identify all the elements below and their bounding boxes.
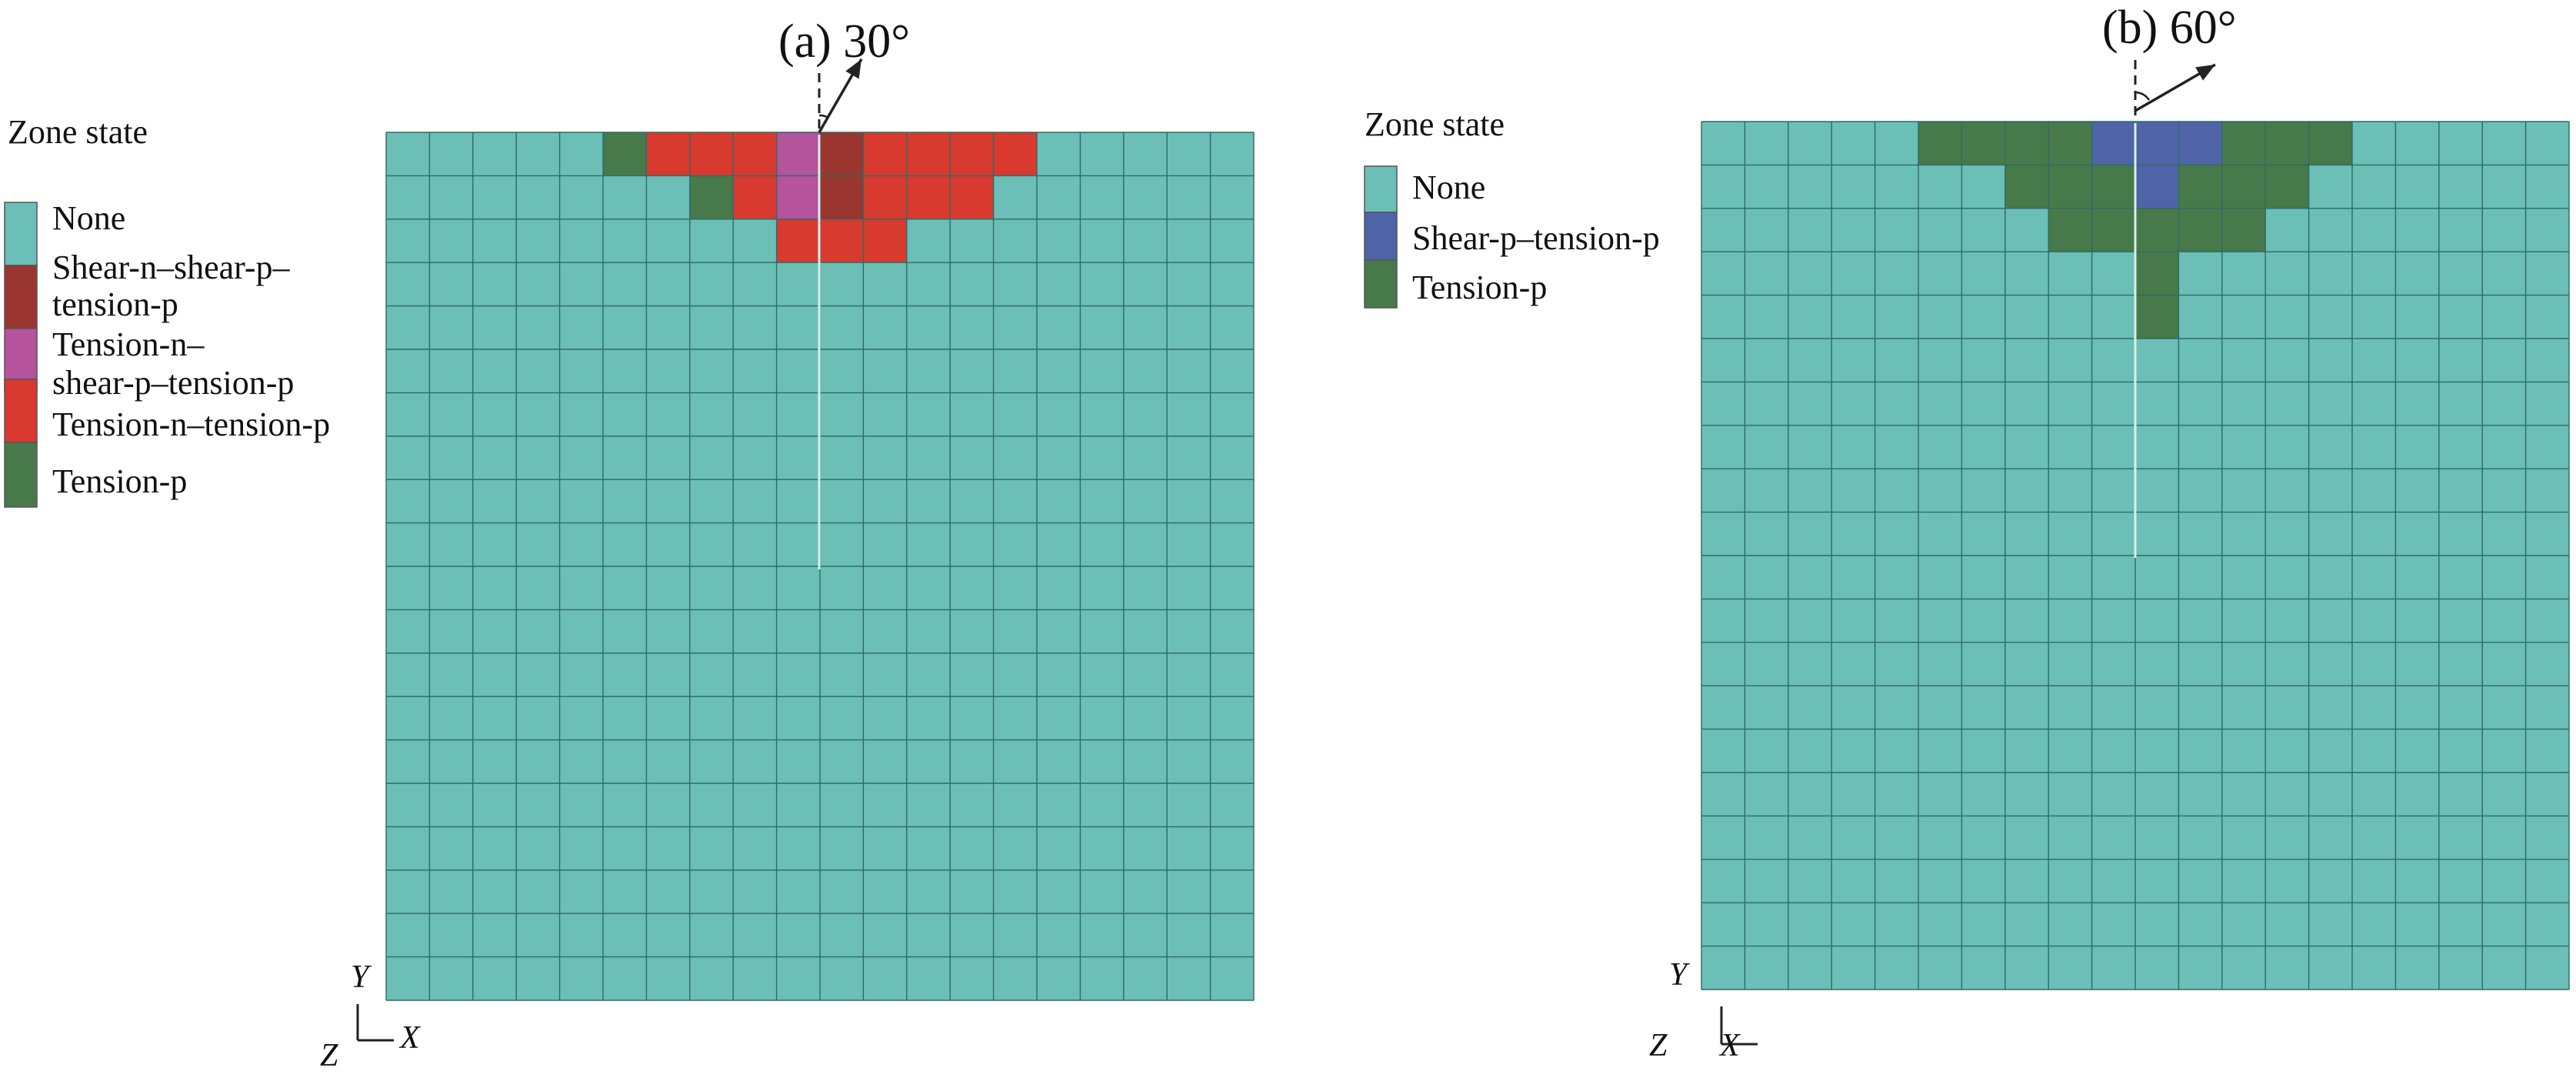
- zone-cell: [776, 132, 820, 176]
- zone-cell: [863, 175, 907, 219]
- panel-a-axis-z-label: Z: [320, 1038, 338, 1073]
- legend-label-shear-n-shear-p-tension-p-line2: tension-p: [52, 285, 178, 323]
- legend-swatch-shear-p-tension-p: [1364, 212, 1398, 261]
- zone-cell: [2178, 165, 2222, 209]
- zone-cell: [2178, 208, 2222, 252]
- legend-label-none: None: [1412, 169, 1485, 206]
- zone-cell: [733, 132, 777, 176]
- zone-cell: [2221, 208, 2266, 252]
- zone-cell: [646, 132, 690, 176]
- legend-swatch-tension-p: [4, 442, 38, 508]
- panel-b-axis-triad: Y Z X: [1649, 957, 1758, 1063]
- panel-b-legend-title: Zone state: [1365, 105, 1505, 143]
- legend-label-tension-p: Tension-p: [1412, 269, 1547, 306]
- zone-cell: [906, 132, 951, 176]
- legend-label-tension-p: Tension-p: [52, 462, 187, 500]
- panel-b: (b) 60° Zone state None Shear-p–tension-…: [1364, 2, 2570, 1063]
- zone-cell: [776, 175, 820, 219]
- zone-cell: [733, 175, 777, 219]
- zone-cell: [2048, 122, 2092, 165]
- zone-cell: [2048, 165, 2092, 209]
- zone-cell: [906, 175, 951, 219]
- zone-cell: [1961, 122, 2005, 165]
- zone-cell: [863, 132, 907, 176]
- zone-cell: [776, 219, 820, 263]
- legend-swatch-shear-n-shear-p-tension-p: [4, 265, 38, 329]
- legend-label-tension-n-shear-p-tension-p-line1: Tension-n–: [52, 325, 205, 363]
- zone-cell: [2091, 165, 2135, 209]
- zone-cell: [2265, 165, 2309, 209]
- panel-a-axis-x-label: X: [398, 1020, 422, 1056]
- panel-b-angle-arc: [2134, 91, 2151, 101]
- zone-cell: [993, 132, 1037, 176]
- legend-label-none: None: [52, 199, 125, 237]
- zone-cell: [950, 175, 994, 219]
- zone-cell: [2048, 208, 2092, 252]
- legend-swatch-tension-p: [1364, 259, 1398, 309]
- zone-cell: [2004, 122, 2049, 165]
- zone-cell: [2135, 165, 2179, 209]
- legend-label-shear-p-tension-p: Shear-p–tension-p: [1412, 219, 1660, 257]
- panel-b-legend: Zone state None Shear-p–tension-p Tensio…: [1364, 105, 1660, 309]
- zone-cell: [2135, 208, 2179, 252]
- legend-label-shear-n-shear-p-tension-p-line1: Shear-n–shear-p–: [52, 249, 291, 286]
- panel-a-axis-y-label: Y: [351, 960, 372, 995]
- panel-b-axis-y-label: Y: [1669, 957, 1691, 993]
- zone-cell: [2091, 208, 2135, 252]
- zone-cell: [2135, 295, 2179, 339]
- zone-cell: [2221, 122, 2266, 165]
- panel-b-direction-arrow: [2134, 63, 2216, 112]
- legend-swatch-tension-n-tension-p: [4, 379, 38, 443]
- legend-swatch-column: [4, 202, 38, 508]
- zone-cell: [820, 219, 864, 263]
- panel-a-title: (a) 30°: [778, 15, 910, 68]
- zone-cell: [689, 132, 734, 176]
- panel-a: (a) 30° Zone state None Shear-n–shear-p–…: [4, 15, 1255, 1073]
- panel-a-angle-arc: [818, 114, 828, 118]
- zone-cell: [820, 175, 864, 219]
- zone-cell: [1918, 122, 1962, 165]
- zone-cell: [2178, 122, 2222, 165]
- zone-cell: [950, 132, 994, 176]
- zone-cell: [2221, 165, 2266, 209]
- panel-b-axis-z-label: Z: [1649, 1028, 1668, 1063]
- zone-cell: [2308, 122, 2352, 165]
- zone-cell: [2265, 122, 2309, 165]
- legend-label-tension-n-shear-p-tension-p-line2: shear-p–tension-p: [52, 364, 294, 402]
- zone-cell: [820, 132, 864, 176]
- legend-label-tension-n-tension-p: Tension-n–tension-p: [52, 406, 330, 443]
- panel-a-legend-title: Zone state: [8, 113, 148, 151]
- zone-cell: [2091, 122, 2135, 165]
- zone-cell: [689, 175, 734, 219]
- panel-a-direction-arrow: [818, 58, 863, 133]
- zone-cell: [2004, 165, 2049, 209]
- zone-cell: [2135, 252, 2179, 295]
- panel-a-axis-triad: Y Z X: [320, 960, 422, 1073]
- panel-b-axis-x-label: X: [1718, 1028, 1741, 1063]
- zone-cell: [2135, 122, 2179, 165]
- zone-cell: [863, 219, 907, 263]
- panel-b-title: (b) 60°: [2102, 2, 2237, 54]
- panel-a-legend: Zone state None Shear-n–shear-p– tension…: [4, 113, 330, 508]
- legend-swatch-none: [1364, 165, 1398, 213]
- legend-swatch-none: [4, 202, 38, 266]
- zone-cell: [603, 132, 647, 176]
